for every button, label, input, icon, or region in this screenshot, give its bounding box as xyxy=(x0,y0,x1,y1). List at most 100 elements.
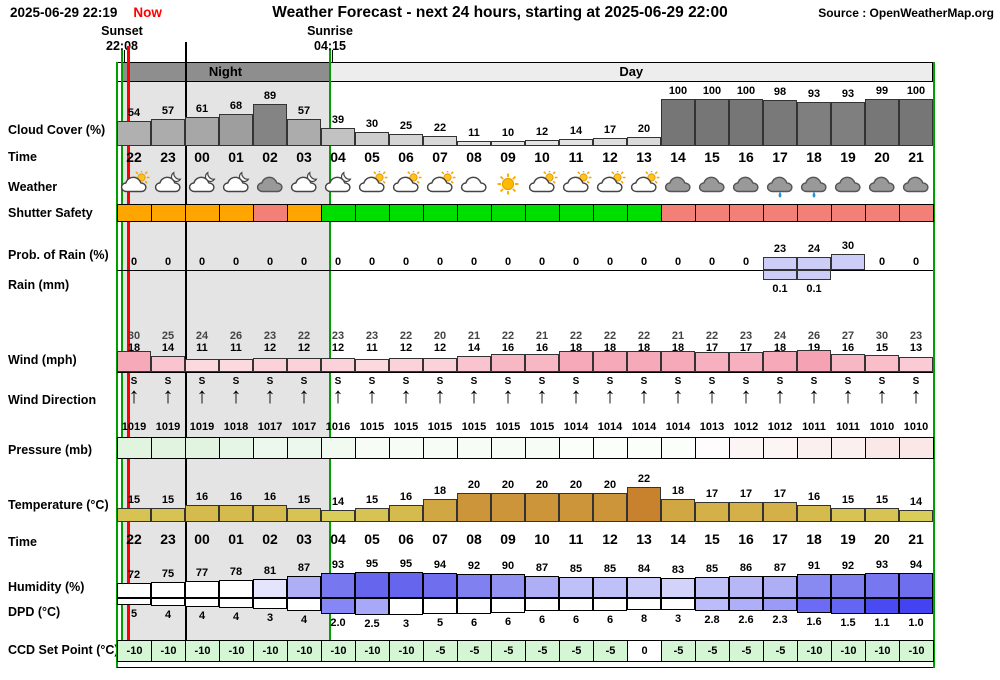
shutter-safety-cell xyxy=(763,204,798,222)
temperature-bar xyxy=(831,507,865,522)
pressure-value: 1015 xyxy=(461,421,487,433)
cloud-cover-bar xyxy=(797,102,831,146)
wind-direction-arrow: ↑ xyxy=(298,383,310,408)
wind-direction-arrow: ↑ xyxy=(536,383,548,408)
wind-speed-value: 18 xyxy=(773,342,787,354)
pressure-cell xyxy=(797,437,832,459)
weather-icon-sun-cloud xyxy=(356,169,388,198)
wind-direction-arrow: ↑ xyxy=(638,383,650,408)
temperature-bar xyxy=(525,493,559,522)
time-cell: 05 xyxy=(364,149,380,165)
time-cell: 14 xyxy=(670,149,686,165)
wind-speed-bar xyxy=(695,352,729,372)
wind-direction-arrow: ↑ xyxy=(264,383,276,408)
cloud-cover-value: 25 xyxy=(399,120,413,133)
wind-speed-value: 14 xyxy=(467,342,481,354)
time-cell: 06 xyxy=(398,149,414,165)
temperature-value: 20 xyxy=(501,479,515,491)
temperature-bar xyxy=(491,493,525,522)
wind-direction-letter: S xyxy=(878,376,886,387)
pressure-value: 1019 xyxy=(121,421,147,433)
temperature-bar xyxy=(729,501,763,522)
time-cell: 21 xyxy=(908,531,924,547)
sunrise-block: Sunrise 04:15 xyxy=(285,24,375,54)
cloud-cover-value: 100 xyxy=(906,85,926,97)
time-cell: 06 xyxy=(398,531,414,547)
time-cell: 07 xyxy=(432,531,448,547)
dpd-bar xyxy=(695,598,729,611)
cloud-cover-bar xyxy=(525,140,559,146)
wind-speed-value: 18 xyxy=(603,342,617,354)
pressure-value: 1015 xyxy=(495,421,521,433)
time-cell: 18 xyxy=(806,531,822,547)
dpd-bar xyxy=(763,598,797,612)
dpd-value: 3 xyxy=(402,617,410,630)
cloud-cover-bar xyxy=(865,99,899,146)
plot-bottom-border xyxy=(117,667,933,668)
ccd-set-point-cell: -10 xyxy=(117,640,152,662)
time-cell: 11 xyxy=(568,531,584,547)
temperature-bar xyxy=(865,507,899,522)
time-cell: 11 xyxy=(568,149,584,165)
humidity-bar xyxy=(457,573,491,598)
humidity-value: 92 xyxy=(841,559,855,572)
temperature-value: 18 xyxy=(671,484,685,497)
humidity-value: 83 xyxy=(671,563,685,576)
dpd-bar xyxy=(831,598,865,614)
humidity-value: 85 xyxy=(569,562,583,575)
dpd-value: 3 xyxy=(674,612,682,625)
cloud-cover-bar xyxy=(117,120,151,146)
cloud-cover-bar xyxy=(423,135,457,146)
row-label-time2: Time xyxy=(8,535,37,549)
row-label-pressure: Pressure (mb) xyxy=(8,443,93,457)
wind-speed-bar xyxy=(797,350,831,372)
humidity-bar xyxy=(729,576,763,598)
time-cell: 22 xyxy=(126,149,142,165)
ccd-set-point-cell: -5 xyxy=(423,640,458,662)
timestamp-text: 2025-06-29 22:19 xyxy=(10,5,118,20)
time-cell: 04 xyxy=(330,149,346,165)
wind-gust-value: 26 xyxy=(229,330,243,342)
ccd-set-point-cell: -10 xyxy=(151,640,186,662)
plot-left-border xyxy=(116,62,118,668)
cloud-cover-value: 93 xyxy=(841,88,855,101)
wind-direction-letter: S xyxy=(606,376,614,387)
prob-rain-value: 0 xyxy=(572,256,580,268)
weather-icon-sun-cloud xyxy=(390,169,422,198)
row-label-temperature: Temperature (°C) xyxy=(8,498,109,512)
prob-rain-value: 23 xyxy=(773,243,787,256)
wind-gust-value: 23 xyxy=(365,330,379,342)
dpd-bar xyxy=(117,598,151,606)
wind-speed-value: 11 xyxy=(230,342,242,354)
ccd-set-point-cell: -10 xyxy=(899,640,934,662)
ccd-set-point-cell: -5 xyxy=(559,640,594,662)
prob-rain-bar xyxy=(797,256,831,270)
time-cell: 07 xyxy=(432,149,448,165)
humidity-bar xyxy=(661,577,695,598)
pressure-value: 1017 xyxy=(257,421,283,433)
pressure-value: 1019 xyxy=(189,421,215,433)
pressure-cell xyxy=(117,437,152,459)
wind-direction-arrow: ↑ xyxy=(230,383,242,408)
humidity-value: 91 xyxy=(807,560,821,572)
pressure-cell xyxy=(287,437,322,459)
source-label: Source : OpenWeatherMap.org xyxy=(818,6,994,20)
wind-direction-letter: S xyxy=(810,376,818,387)
wind-direction-letter: S xyxy=(538,376,546,387)
ccd-set-point-cell: -5 xyxy=(661,640,696,662)
time-cell: 15 xyxy=(704,531,720,547)
time-cell: 20 xyxy=(874,531,890,547)
wind-direction-letter: S xyxy=(402,376,410,387)
wind-direction-arrow: ↑ xyxy=(842,383,854,408)
pressure-value: 1014 xyxy=(631,421,657,433)
temperature-bar xyxy=(797,504,831,522)
prob-rain-value: 0 xyxy=(198,256,206,268)
wind-direction-arrow: ↑ xyxy=(672,383,684,408)
wind-direction-letter: S xyxy=(640,376,648,387)
wind-direction-arrow: ↑ xyxy=(128,383,140,408)
prob-rain-value: 0 xyxy=(300,256,308,268)
pressure-value: 1014 xyxy=(563,421,589,433)
prob-rain-bar xyxy=(763,257,797,270)
wind-direction-arrow: ↑ xyxy=(434,383,446,408)
